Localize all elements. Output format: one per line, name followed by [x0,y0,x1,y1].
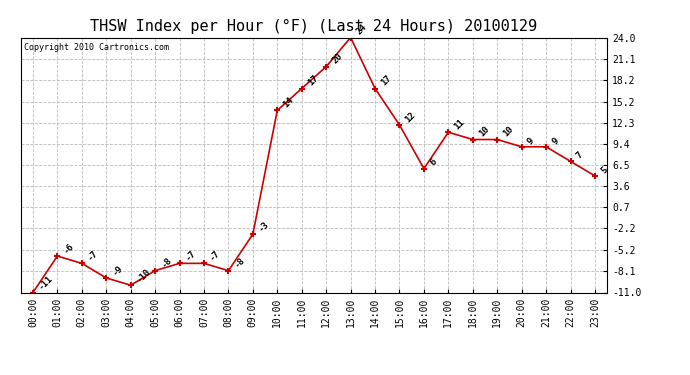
Text: 17: 17 [306,74,320,88]
Text: -6: -6 [61,242,75,255]
Text: -9: -9 [110,263,124,277]
Text: 10: 10 [477,125,491,139]
Text: -3: -3 [257,219,271,233]
Text: 7: 7 [575,150,585,160]
Text: 12: 12 [404,110,417,124]
Title: THSW Index per Hour (°F) (Last 24 Hours) 20100129: THSW Index per Hour (°F) (Last 24 Hours)… [90,18,538,33]
Text: -8: -8 [159,256,173,270]
Text: 9: 9 [526,136,536,146]
Text: -10: -10 [135,267,152,284]
Text: -8: -8 [233,256,246,270]
Text: 5: 5 [599,165,609,175]
Text: -7: -7 [86,249,100,262]
Text: 24: 24 [355,23,368,37]
Text: -11: -11 [37,274,55,292]
Text: 6: 6 [428,158,438,168]
Text: 20: 20 [331,52,344,66]
Text: 9: 9 [550,136,560,146]
Text: 11: 11 [453,117,466,131]
Text: 10: 10 [502,125,515,139]
Text: -7: -7 [184,249,197,262]
Text: Copyright 2010 Cartronics.com: Copyright 2010 Cartronics.com [23,43,168,52]
Text: 14: 14 [282,96,295,109]
Text: -7: -7 [208,249,222,262]
Text: 17: 17 [380,74,393,88]
